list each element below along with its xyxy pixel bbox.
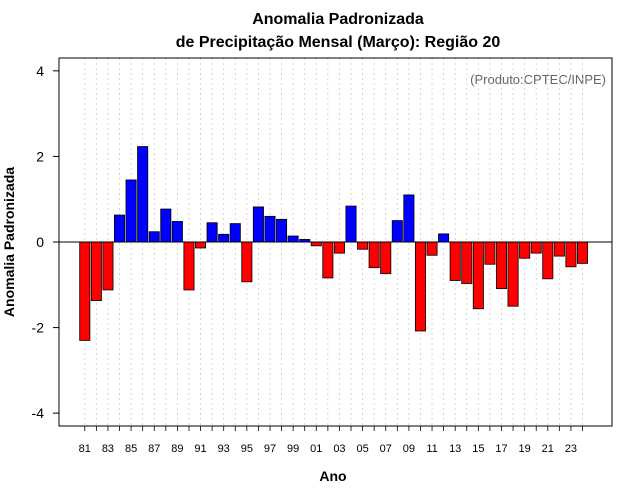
x-tick-label: 01: [310, 443, 322, 455]
bar-88: [160, 208, 172, 243]
x-tick-label: 89: [171, 443, 183, 455]
bar-98: [276, 218, 288, 243]
y-tick-label: 4: [36, 63, 44, 79]
bar-21: [542, 241, 554, 280]
y-tick-label: 0: [36, 234, 44, 250]
y-tick-label: 2: [36, 148, 44, 164]
bar-12: [438, 233, 450, 243]
x-tick-label: 85: [125, 443, 137, 455]
bar-03: [333, 241, 345, 254]
grid-lines: [84, 58, 583, 426]
bar-02: [322, 241, 334, 279]
bar-16: [484, 241, 496, 265]
bar-97: [264, 215, 276, 243]
bar-14: [461, 241, 473, 284]
y-axis: -4 -2 0 2 4: [32, 63, 59, 421]
x-tick-label: 11: [426, 443, 437, 455]
bar-15: [472, 241, 484, 310]
x-tick-label: 23: [565, 443, 577, 455]
x-tick-label: 91: [194, 443, 206, 455]
bar-94: [229, 223, 241, 243]
x-tick-label: 81: [79, 443, 91, 455]
bar-83: [102, 241, 114, 291]
bar-86: [137, 146, 149, 243]
y-axis-title: Anomalia Padronizada: [1, 167, 17, 317]
bar-24: [577, 241, 589, 264]
x-tick-label: 17: [495, 443, 507, 455]
bar-85: [125, 179, 137, 243]
bar-04: [345, 205, 357, 243]
bar-10: [414, 241, 426, 332]
bar-01: [310, 241, 322, 247]
y-tick-label: -4: [32, 405, 45, 421]
x-tick-label: 03: [333, 443, 345, 455]
x-axis-title: Ano: [319, 468, 346, 484]
bar-81: [79, 241, 91, 341]
x-tick-label: 97: [264, 443, 276, 455]
bar-82: [90, 241, 102, 302]
bar-17: [495, 241, 507, 290]
bar-05: [357, 241, 369, 250]
x-tick-label: 15: [472, 443, 484, 455]
bars-group: [79, 146, 589, 341]
chart-title-line1: Anomalia Padronizada: [252, 11, 424, 28]
bar-23: [565, 241, 577, 268]
bar-20: [530, 241, 542, 254]
x-tick-label: 05: [356, 443, 368, 455]
bar-84: [114, 214, 126, 243]
bar-22: [553, 241, 565, 257]
x-tick-label: 93: [218, 443, 230, 455]
bar-92: [206, 222, 218, 243]
chart-title-line2: de Precipitação Mensal (Março): Região 2…: [176, 34, 501, 51]
bar-93: [218, 233, 230, 243]
x-tick-label: 13: [449, 443, 461, 455]
y-tick-label: -2: [32, 320, 45, 336]
x-tick-label: 83: [102, 443, 114, 455]
bar-95: [241, 241, 253, 283]
bar-99: [287, 235, 299, 243]
x-tick-label: 21: [542, 443, 554, 455]
bar-89: [171, 221, 183, 243]
x-tick-label: 07: [380, 443, 392, 455]
x-tick-label: 99: [287, 443, 299, 455]
bar-06: [368, 241, 380, 269]
bar-96: [252, 206, 264, 243]
x-tick-label: 19: [519, 443, 531, 455]
bar-08: [391, 220, 403, 243]
bar-18: [507, 241, 519, 307]
bar-11: [426, 241, 438, 256]
bar-87: [148, 231, 160, 243]
bar-09: [403, 194, 415, 243]
bar-19: [519, 241, 531, 259]
credit-text: (Produto:CPTEC/INPE): [470, 72, 606, 87]
bar-07: [380, 241, 392, 275]
bar-13: [449, 241, 461, 281]
x-tick-label: 87: [148, 443, 160, 455]
bar-91: [195, 241, 207, 249]
bar-90: [183, 241, 195, 291]
x-tick-label: 95: [241, 443, 253, 455]
x-axis: 81 83 85 87 89 91 93 95 97 99 01 03 05 07 09 11 13 15 17 19…: [79, 426, 583, 455]
x-tick-label: 09: [403, 443, 415, 455]
